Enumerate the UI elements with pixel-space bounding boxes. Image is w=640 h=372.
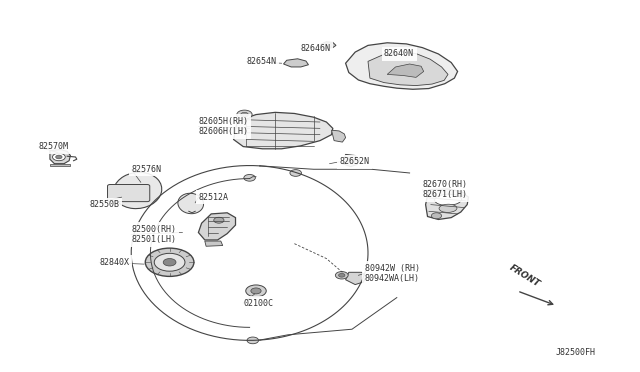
Circle shape <box>130 186 145 195</box>
Circle shape <box>431 213 442 219</box>
Circle shape <box>339 273 345 277</box>
Polygon shape <box>387 64 424 77</box>
Text: J82500FH: J82500FH <box>556 348 595 357</box>
Polygon shape <box>342 154 360 167</box>
Text: 82500(RH)
82501(LH): 82500(RH) 82501(LH) <box>131 225 176 244</box>
Circle shape <box>290 170 301 176</box>
Polygon shape <box>50 150 70 164</box>
Circle shape <box>214 217 224 223</box>
Text: 82570M: 82570M <box>38 142 68 151</box>
Text: 80942W (RH)
80942WA(LH): 80942W (RH) 80942WA(LH) <box>365 264 420 283</box>
Circle shape <box>247 337 259 344</box>
Ellipse shape <box>178 193 204 214</box>
Text: 82646N: 82646N <box>301 44 331 53</box>
Polygon shape <box>284 59 308 67</box>
Ellipse shape <box>113 172 162 209</box>
Text: 82640N: 82640N <box>384 49 414 58</box>
Polygon shape <box>346 43 458 89</box>
Text: 82654N: 82654N <box>246 57 276 66</box>
Text: 82670(RH)
82671(LH): 82670(RH) 82671(LH) <box>422 180 467 199</box>
Text: 82652N: 82652N <box>339 157 369 166</box>
Circle shape <box>163 259 176 266</box>
Polygon shape <box>234 112 333 149</box>
Circle shape <box>457 192 465 196</box>
FancyBboxPatch shape <box>108 185 150 202</box>
Polygon shape <box>205 241 223 246</box>
Circle shape <box>244 174 255 181</box>
Circle shape <box>145 248 194 276</box>
Text: FRONT: FRONT <box>508 263 542 289</box>
Polygon shape <box>346 272 366 285</box>
Text: 82512A: 82512A <box>198 193 228 202</box>
Ellipse shape <box>435 194 461 205</box>
Polygon shape <box>50 164 70 166</box>
Text: 82576N: 82576N <box>131 165 161 174</box>
Circle shape <box>251 288 261 294</box>
Text: 82605H(RH)
82606H(LH): 82605H(RH) 82606H(LH) <box>198 117 248 136</box>
Polygon shape <box>198 213 236 240</box>
Text: 82550B: 82550B <box>90 200 120 209</box>
Circle shape <box>237 110 252 119</box>
Circle shape <box>56 155 62 159</box>
Circle shape <box>154 253 185 271</box>
Text: 82840X: 82840X <box>99 258 129 267</box>
Circle shape <box>335 272 348 279</box>
Circle shape <box>52 153 65 161</box>
Circle shape <box>346 157 355 163</box>
Polygon shape <box>426 189 468 219</box>
Ellipse shape <box>439 204 457 212</box>
Text: 02100C: 02100C <box>243 299 273 308</box>
Polygon shape <box>320 42 336 48</box>
Polygon shape <box>332 130 346 142</box>
Circle shape <box>246 285 266 297</box>
Circle shape <box>324 43 332 47</box>
Polygon shape <box>368 51 448 86</box>
Circle shape <box>241 112 248 117</box>
